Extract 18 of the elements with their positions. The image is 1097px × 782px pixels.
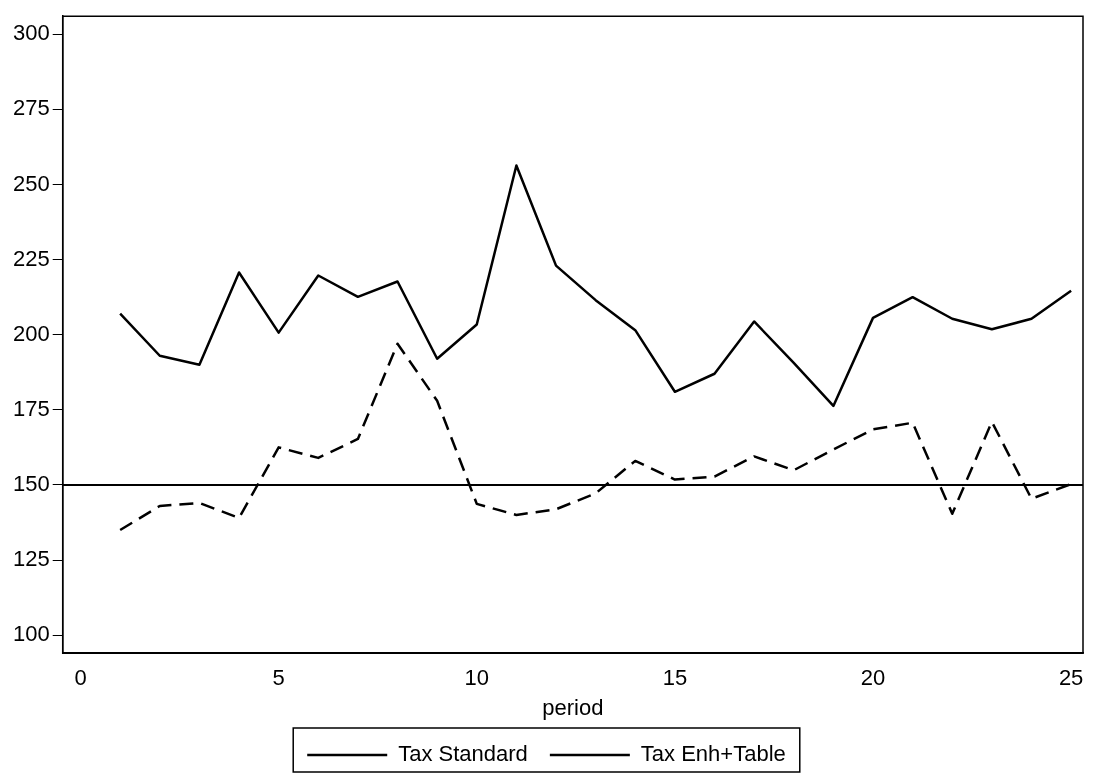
x-tick-label: 5 [272, 665, 285, 691]
y-tick-label: 175 [12, 395, 50, 421]
y-tick-label: 200 [12, 320, 50, 346]
x-tick-label: 0 [74, 665, 87, 691]
x-tick-label: 25 [1058, 665, 1084, 691]
y-tick-label: 150 [12, 471, 50, 496]
x-tick-label: 20 [860, 665, 886, 691]
y-tick-label: 250 [12, 170, 50, 196]
y-tick-label: 275 [12, 95, 50, 121]
y-tick-label: 225 [12, 245, 50, 271]
x-axis-title: period [542, 694, 604, 720]
legend-label: Tax Enh+Table [640, 741, 786, 767]
y-tick-label: 300 [12, 20, 50, 46]
y-tick-label: 100 [12, 621, 50, 647]
y-tick-label: 125 [12, 546, 50, 572]
x-tick-label: 15 [662, 665, 688, 691]
x-tick-label: 10 [464, 665, 490, 691]
legend-label: Tax Standard [398, 741, 528, 767]
